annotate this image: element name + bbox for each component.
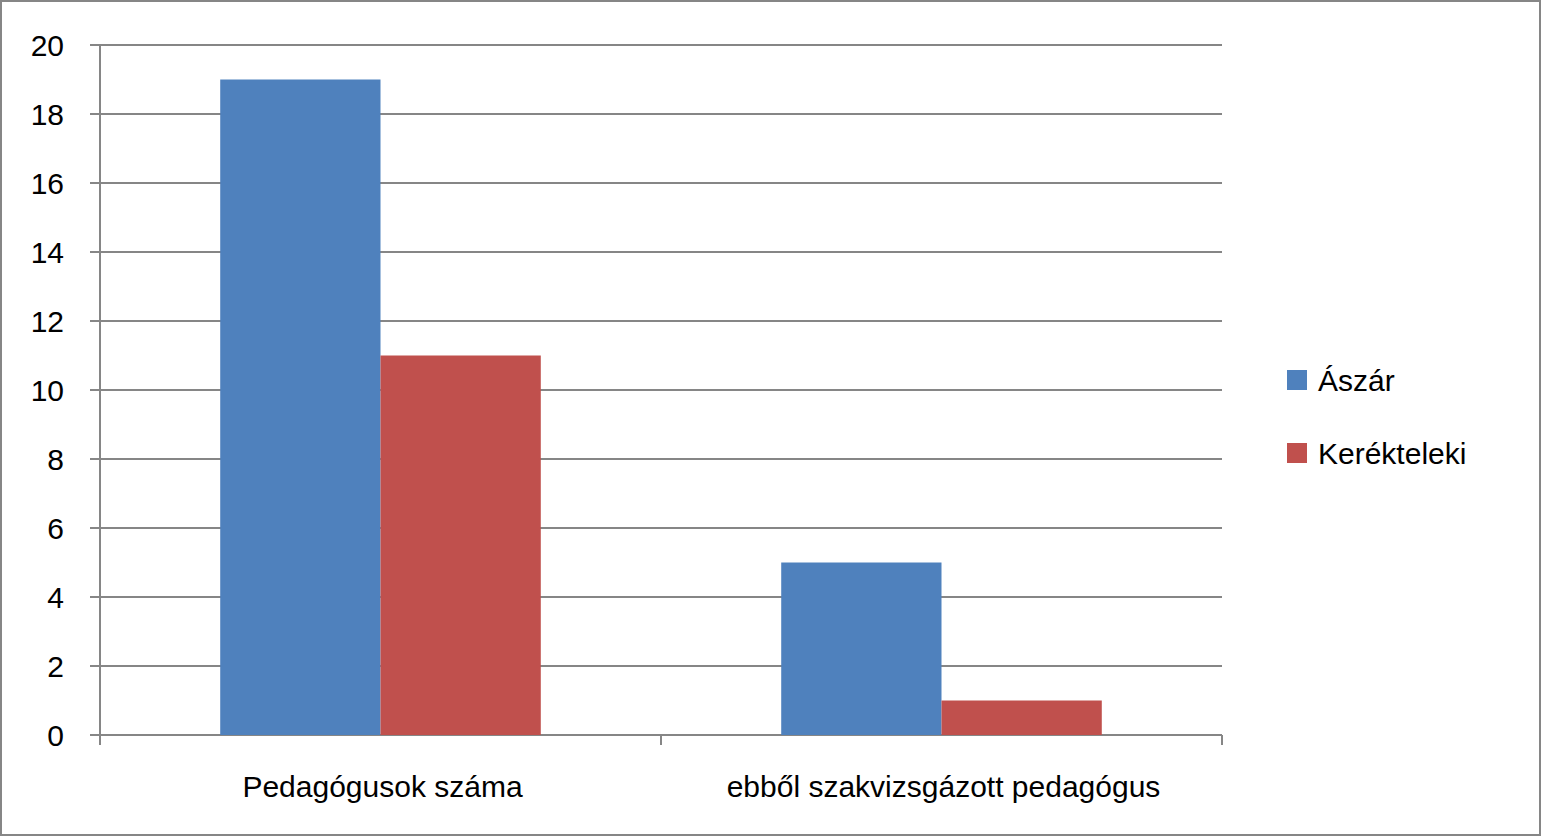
bars (220, 80, 1102, 736)
tick-mark (99, 735, 101, 745)
legend-swatch (1287, 443, 1307, 463)
tick-label: 18 (31, 98, 64, 131)
tick-label: 14 (31, 236, 64, 269)
category-label: ebből szakvizsgázott pedagógus (727, 770, 1161, 803)
bar (381, 356, 541, 736)
tick-mark (90, 113, 100, 115)
tick-label: 8 (47, 443, 64, 476)
tick-label: 16 (31, 167, 64, 200)
tick-mark (90, 665, 100, 667)
tick-mark (660, 735, 662, 745)
legend-swatch (1287, 370, 1307, 390)
tick-mark (1221, 735, 1223, 745)
tick-mark (90, 44, 100, 46)
tick-label: 0 (47, 719, 64, 752)
bar (220, 80, 380, 736)
tick-mark (90, 734, 100, 736)
tick-label: 4 (47, 581, 64, 614)
legend-label: Ászár (1318, 364, 1395, 397)
bar (781, 563, 941, 736)
tick-label: 10 (31, 374, 64, 407)
frame (1, 1, 1540, 835)
tick-mark (90, 320, 100, 322)
tick-label: 2 (47, 650, 64, 683)
tick-mark (90, 596, 100, 598)
tick-mark (90, 527, 100, 529)
grid-line (100, 44, 1222, 46)
tick-label: 12 (31, 305, 64, 338)
y-axis (99, 45, 101, 735)
tick-label: 6 (47, 512, 64, 545)
category-label: Pedagógusok száma (242, 770, 522, 803)
tick-mark (90, 389, 100, 391)
legend-label: Kerékteleki (1318, 437, 1466, 470)
tick-mark (90, 458, 100, 460)
tick-mark (90, 251, 100, 253)
tick-mark (90, 182, 100, 184)
bar (942, 701, 1102, 736)
chart: 0 2 4 6 8 10 12 14 16 18 20 Pedagógusok száma ebből … (0, 0, 1541, 836)
tick-label: 20 (31, 29, 64, 62)
